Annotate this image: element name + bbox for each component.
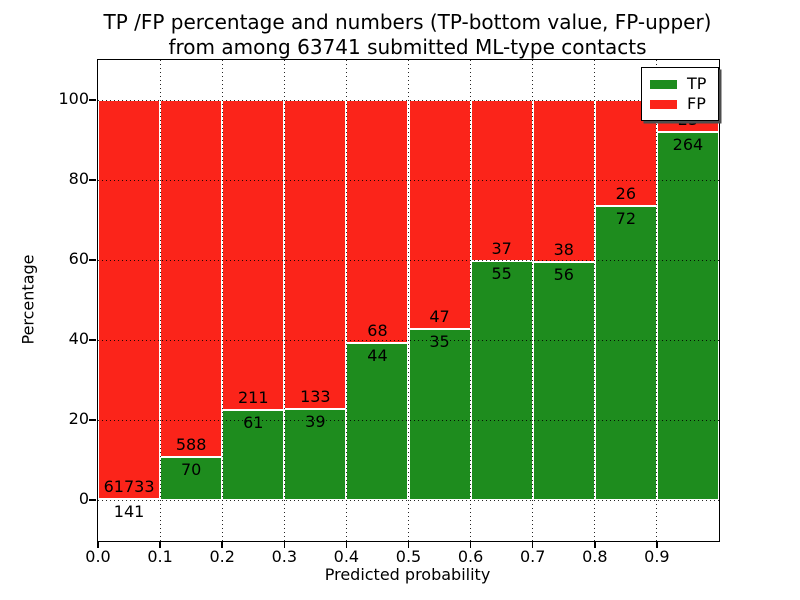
bar-count-label-fp: 37 [491,238,512,258]
x-tick-label: 0.9 [644,547,670,566]
bar-count-label-tp: 72 [615,209,637,229]
bar-count-label-fp: 133 [300,387,331,407]
x-tick [594,541,596,548]
bar-segment-tp [656,132,719,500]
x-tick-label: 0.7 [519,547,546,566]
gridline-vertical [221,60,223,541]
x-tick [656,541,658,548]
x-tick [159,541,161,548]
fp-color-swatch [650,99,677,109]
x-tick [407,541,410,548]
bar-count-label-fp: 68 [367,320,388,340]
y-axis-label: Percentage [6,59,50,540]
chart-title: TP /FP percentage and numbers (TP-bottom… [97,10,718,60]
gridline-vertical [532,60,534,541]
gridline-vertical [594,60,596,541]
y-tick [89,179,96,181]
bar-count-label-tp: 70 [180,460,202,480]
plot-area: TP FP 61733 141 588 70 211 61 133 39 68 44 47 35 37 5… [85,59,720,566]
bar-segment-tp [284,409,347,500]
gridline-vertical [345,60,347,541]
y-tick-label: 60 [68,249,89,268]
gridline-vertical [656,60,658,541]
x-tick [469,541,472,548]
x-tick-label: 0.5 [395,547,422,566]
bar-segment-fp [346,100,409,343]
bar-segment-fp [98,100,161,500]
chart-title-line2: from among 63741 submitted ML-type conta… [168,35,647,59]
bar-count-label-fp: 38 [553,239,574,259]
bar-count-label-tp: 35 [429,332,450,352]
x-tick-label: 0.2 [209,547,235,566]
x-tick-label: 0.6 [457,547,484,566]
bar-segment-tp [470,260,533,500]
x-tick [97,541,99,548]
bar-count-label-fp: 61733 [103,477,155,497]
bar-segment-fp [284,100,347,410]
x-tick-label: 0.0 [85,547,111,566]
bar-count-label-fp: 26 [615,184,637,204]
x-tick [221,541,223,548]
chart-title-line1: TP /FP percentage and numbers (TP-bottom… [103,10,712,34]
x-tick-label: 0.3 [271,547,298,566]
bar-count-label-tp: 61 [243,413,264,433]
bar-segment-fp [408,100,471,330]
bar-count-label-fp: 211 [237,388,269,408]
y-tick [89,499,96,501]
bar-segment-fp [222,100,285,411]
bar-segment-fp [532,100,595,262]
bar-segment-tp [532,261,595,500]
bar-count-label-fp: 47 [429,307,450,327]
x-tick-label: 0.1 [147,547,173,566]
x-axis-label: Predicted probability [324,565,491,584]
gridline-vertical [408,60,409,541]
y-tick [89,259,96,261]
y-tick-label: 100 [58,89,89,108]
legend-item-fp: FP [650,94,710,114]
bar-count-label-tp: 264 [672,135,704,155]
x-tick [345,541,348,548]
bar-count-label-tp: 55 [491,263,512,283]
y-tick-label: 40 [68,329,89,348]
x-tick-label: 0.8 [582,547,608,566]
y-tick [89,419,96,421]
x-tick [531,541,534,548]
legend-label-fp: FP [687,94,706,113]
y-tick-label: 80 [68,169,89,188]
y-tick-label: 20 [68,409,89,428]
legend-label-tp: TP [687,74,707,93]
bar-count-label-tp: 141 [113,502,145,522]
legend: TP FP [641,67,719,121]
y-tick [89,339,96,341]
bar-count-label-tp: 39 [305,412,326,432]
bar-segment-tp [222,410,285,500]
bar-segment-tp [346,342,409,500]
y-tick [89,99,96,101]
gridline-vertical [159,60,161,541]
y-axis-label-text: Percentage [18,254,38,345]
bar-segment-tp [594,206,657,500]
bar-segment-tp [408,329,471,500]
bar-count-label-fp: 588 [175,435,207,455]
bar-count-label-tp: 56 [553,264,574,284]
bar-segment-fp [160,100,223,458]
tp-color-swatch [650,79,677,89]
y-tick-label: 0 [78,489,89,508]
gridline-vertical [470,60,472,541]
bar-count-label-tp: 44 [367,345,388,365]
gridline-vertical [283,60,285,541]
legend-item-tp: TP [650,74,710,94]
x-tick-label: 0.4 [333,547,360,566]
x-tick [283,541,286,548]
